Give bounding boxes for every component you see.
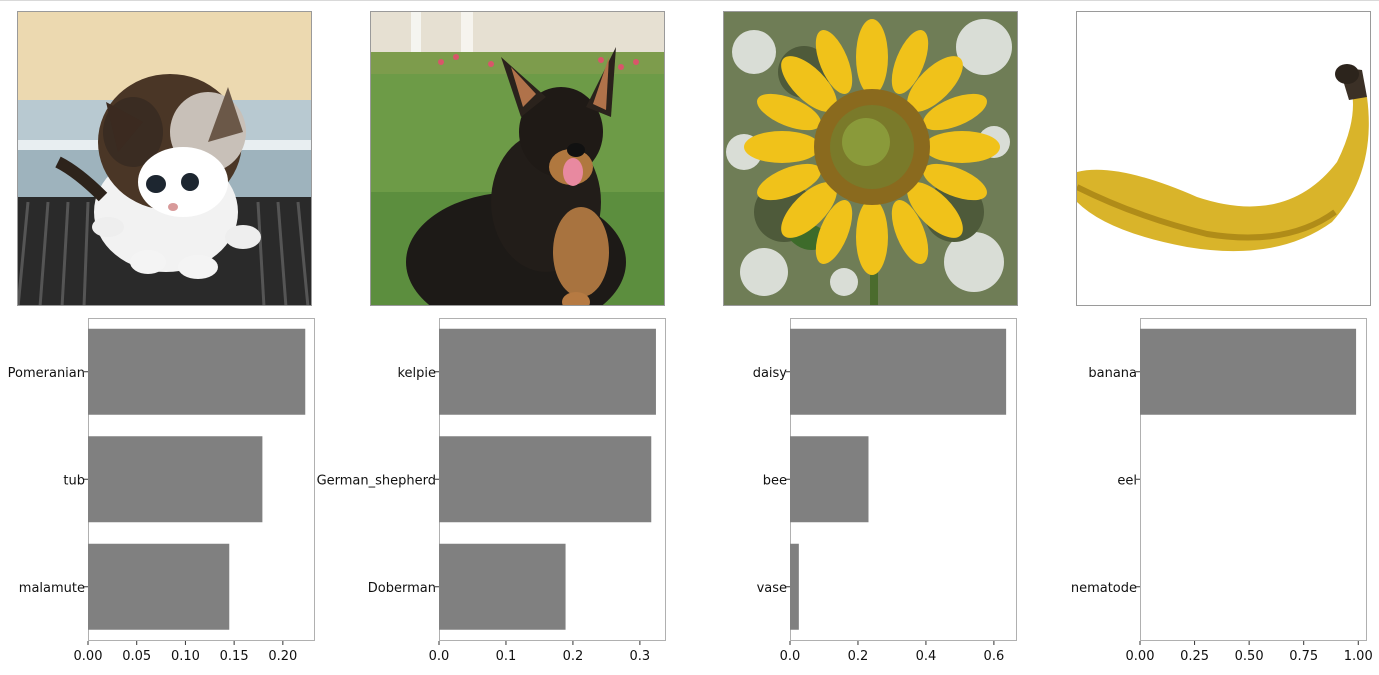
x-tick-label: 0.25	[1180, 649, 1209, 664]
kitten-image	[17, 11, 312, 306]
y-tick-label: German_shepherd	[317, 473, 436, 488]
bar-daisy	[790, 328, 1007, 415]
y-tick-label: tub	[63, 473, 85, 488]
y-tick-label: malamute	[19, 581, 85, 596]
x-tick-label: 0.00	[74, 649, 103, 664]
x-tick-label: 0.4	[916, 649, 937, 664]
sunflower-image	[723, 11, 1018, 306]
x-tick-label: 0.2	[848, 649, 869, 664]
bar-Pomeranian	[88, 328, 306, 415]
x-tick-label: 0.3	[630, 649, 651, 664]
y-tick-label: daisy	[753, 366, 788, 381]
x-tick-label: 0.15	[220, 649, 249, 664]
x-tick-label: 1.00	[1344, 649, 1373, 664]
chart-dog-svg: kelpie German_shepherd Doberman 0.0 0.1 0.2 0.…	[317, 318, 666, 664]
bar-Doberman	[439, 543, 566, 630]
x-tick-label: 0.20	[268, 649, 297, 664]
y-tick-label: vase	[757, 581, 787, 596]
x-tick-label: 0.2	[563, 649, 584, 664]
x-tick-label: 0.10	[171, 649, 200, 664]
axes-frame	[1140, 318, 1367, 641]
y-tick-label: banana	[1088, 366, 1137, 381]
banana-image	[1076, 11, 1371, 306]
y-tick-label: Pomeranian	[8, 366, 85, 381]
top-divider	[0, 0, 1379, 1]
x-tick-label: 0.50	[1235, 649, 1264, 664]
chart-sunflower: daisy bee vase 0.0 0.2 0.4 0.6	[753, 318, 1018, 667]
bar-vase	[790, 543, 799, 630]
y-tick-label: nematode	[1071, 581, 1137, 596]
y-tick-label: Doberman	[368, 581, 436, 596]
x-tick-label: 0.1	[496, 649, 517, 664]
bar-tub	[88, 436, 263, 523]
x-tick-label: 0.00	[1126, 649, 1155, 664]
chart-dog: kelpie German_shepherd Doberman 0.0 0.1 0.2 0.…	[317, 318, 667, 667]
x-tick-label: 0.0	[780, 649, 801, 664]
bar-bee	[790, 436, 869, 523]
chart-kitten-svg: Pomeranian tub malamute 0.00 0.05 0.10 0.15 0.2…	[8, 318, 315, 664]
x-tick-label: 0.0	[429, 649, 450, 664]
bar-German_shepherd	[439, 436, 652, 523]
y-tick-label: kelpie	[397, 366, 436, 381]
x-tick-label: 0.05	[122, 649, 151, 664]
chart-banana: banana eel nematode 0.00 0.25 0.50 0.75 1.00	[1071, 318, 1373, 667]
chart-banana-svg: banana eel nematode 0.00 0.25 0.50 0.75 1.00	[1071, 318, 1373, 664]
bar-banana	[1140, 328, 1357, 415]
y-tick-label: eel	[1117, 473, 1137, 488]
chart-sunflower-svg: daisy bee vase 0.0 0.2 0.4 0.6	[753, 318, 1017, 664]
x-tick-label: 0.75	[1289, 649, 1318, 664]
chart-kitten: Pomeranian tub malamute 0.00 0.05 0.10 0.15 0.2…	[8, 318, 316, 667]
bar-kelpie	[439, 328, 656, 415]
dog-image	[370, 11, 665, 306]
x-tick-label: 0.6	[984, 649, 1005, 664]
y-tick-label: bee	[763, 473, 787, 488]
bar-malamute	[88, 543, 230, 630]
